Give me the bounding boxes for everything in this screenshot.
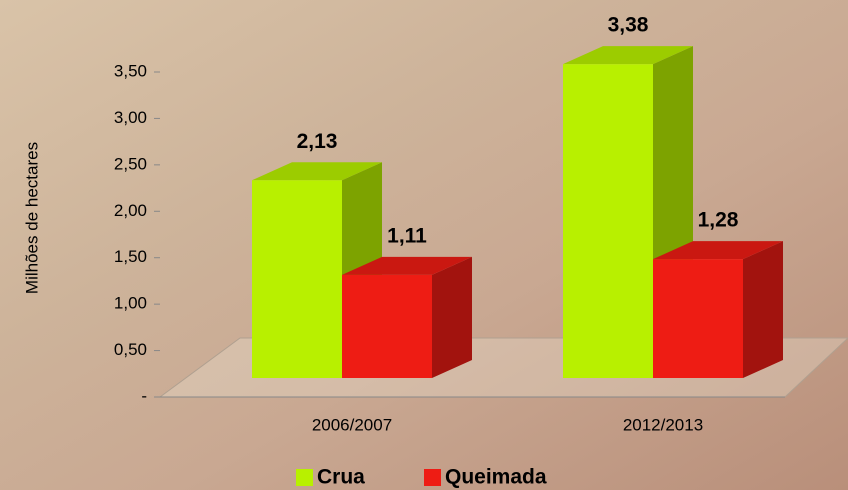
y-tick-label: 3,00 <box>114 108 147 127</box>
bar-front <box>342 274 432 378</box>
bar-top <box>563 46 693 65</box>
x-tick-label: 2006/2007 <box>312 415 392 434</box>
bar-top <box>252 162 382 181</box>
value-label: 3,38 <box>608 14 649 37</box>
bar <box>342 256 472 378</box>
legend-label: Crua <box>317 466 365 489</box>
y-tick-label: 1,00 <box>114 294 147 313</box>
x-tick-label: 2012/2013 <box>623 415 703 434</box>
value-label: 1,28 <box>698 209 739 232</box>
bar-top <box>342 256 472 275</box>
bar-front <box>563 64 653 379</box>
bar <box>653 241 783 378</box>
legend-label: Queimada <box>445 466 547 489</box>
y-tick-label: 1,50 <box>114 247 147 266</box>
value-label: 2,13 <box>297 130 338 153</box>
y-tick-label: 3,50 <box>114 61 147 80</box>
bar-front <box>653 259 743 378</box>
value-label: 1,11 <box>387 224 427 247</box>
bar <box>563 46 693 379</box>
y-tick-label: 2,50 <box>114 154 147 173</box>
y-tick-label: - <box>141 386 147 405</box>
legend-swatch <box>424 469 441 486</box>
bar-top <box>653 241 783 260</box>
y-axis-label: Milhões de hectares <box>22 142 41 294</box>
y-tick-label: 0,50 <box>114 340 147 359</box>
legend-swatch <box>296 469 313 486</box>
bar-side <box>432 256 472 378</box>
y-tick-label: 2,00 <box>114 201 147 220</box>
bar-front <box>252 180 342 378</box>
bar-side <box>743 241 783 378</box>
